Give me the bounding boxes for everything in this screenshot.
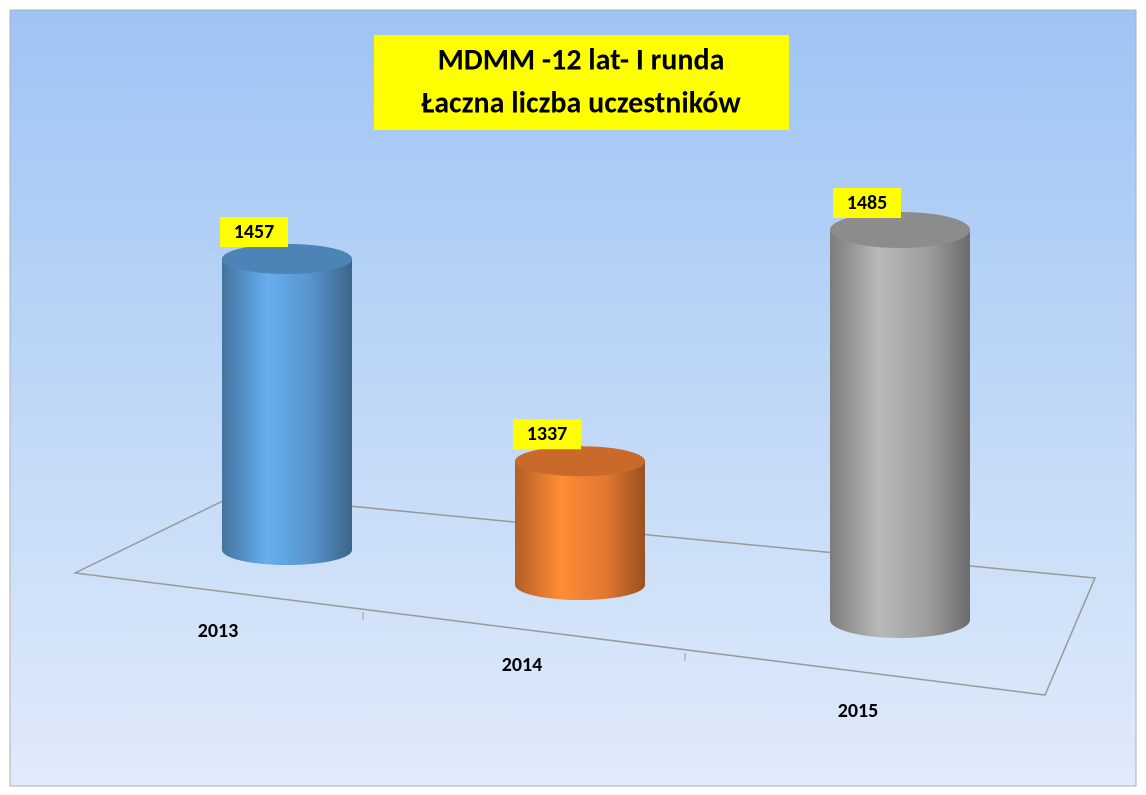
bar <box>830 212 970 638</box>
chart-subtitle: Łaczna liczba uczestników <box>421 84 741 121</box>
title-box <box>374 35 789 130</box>
x-tick-label: 2015 <box>838 699 879 723</box>
bar <box>222 244 352 566</box>
bar-top <box>222 244 352 275</box>
value-label-box <box>513 419 581 450</box>
bar <box>515 446 645 600</box>
x-tick-label: 2014 <box>502 653 543 677</box>
value-label-box <box>220 217 288 248</box>
floor <box>72 494 1097 696</box>
value-label: 1485 <box>847 191 888 215</box>
value-label: 1337 <box>527 422 568 446</box>
chart-title: MDMM -12 lat- I runda <box>438 41 725 78</box>
value-label: 1457 <box>234 220 275 244</box>
bar-top <box>830 212 970 248</box>
value-label-box <box>833 188 901 218</box>
x-tick-label: 2013 <box>198 619 239 643</box>
bar-top <box>515 446 645 477</box>
